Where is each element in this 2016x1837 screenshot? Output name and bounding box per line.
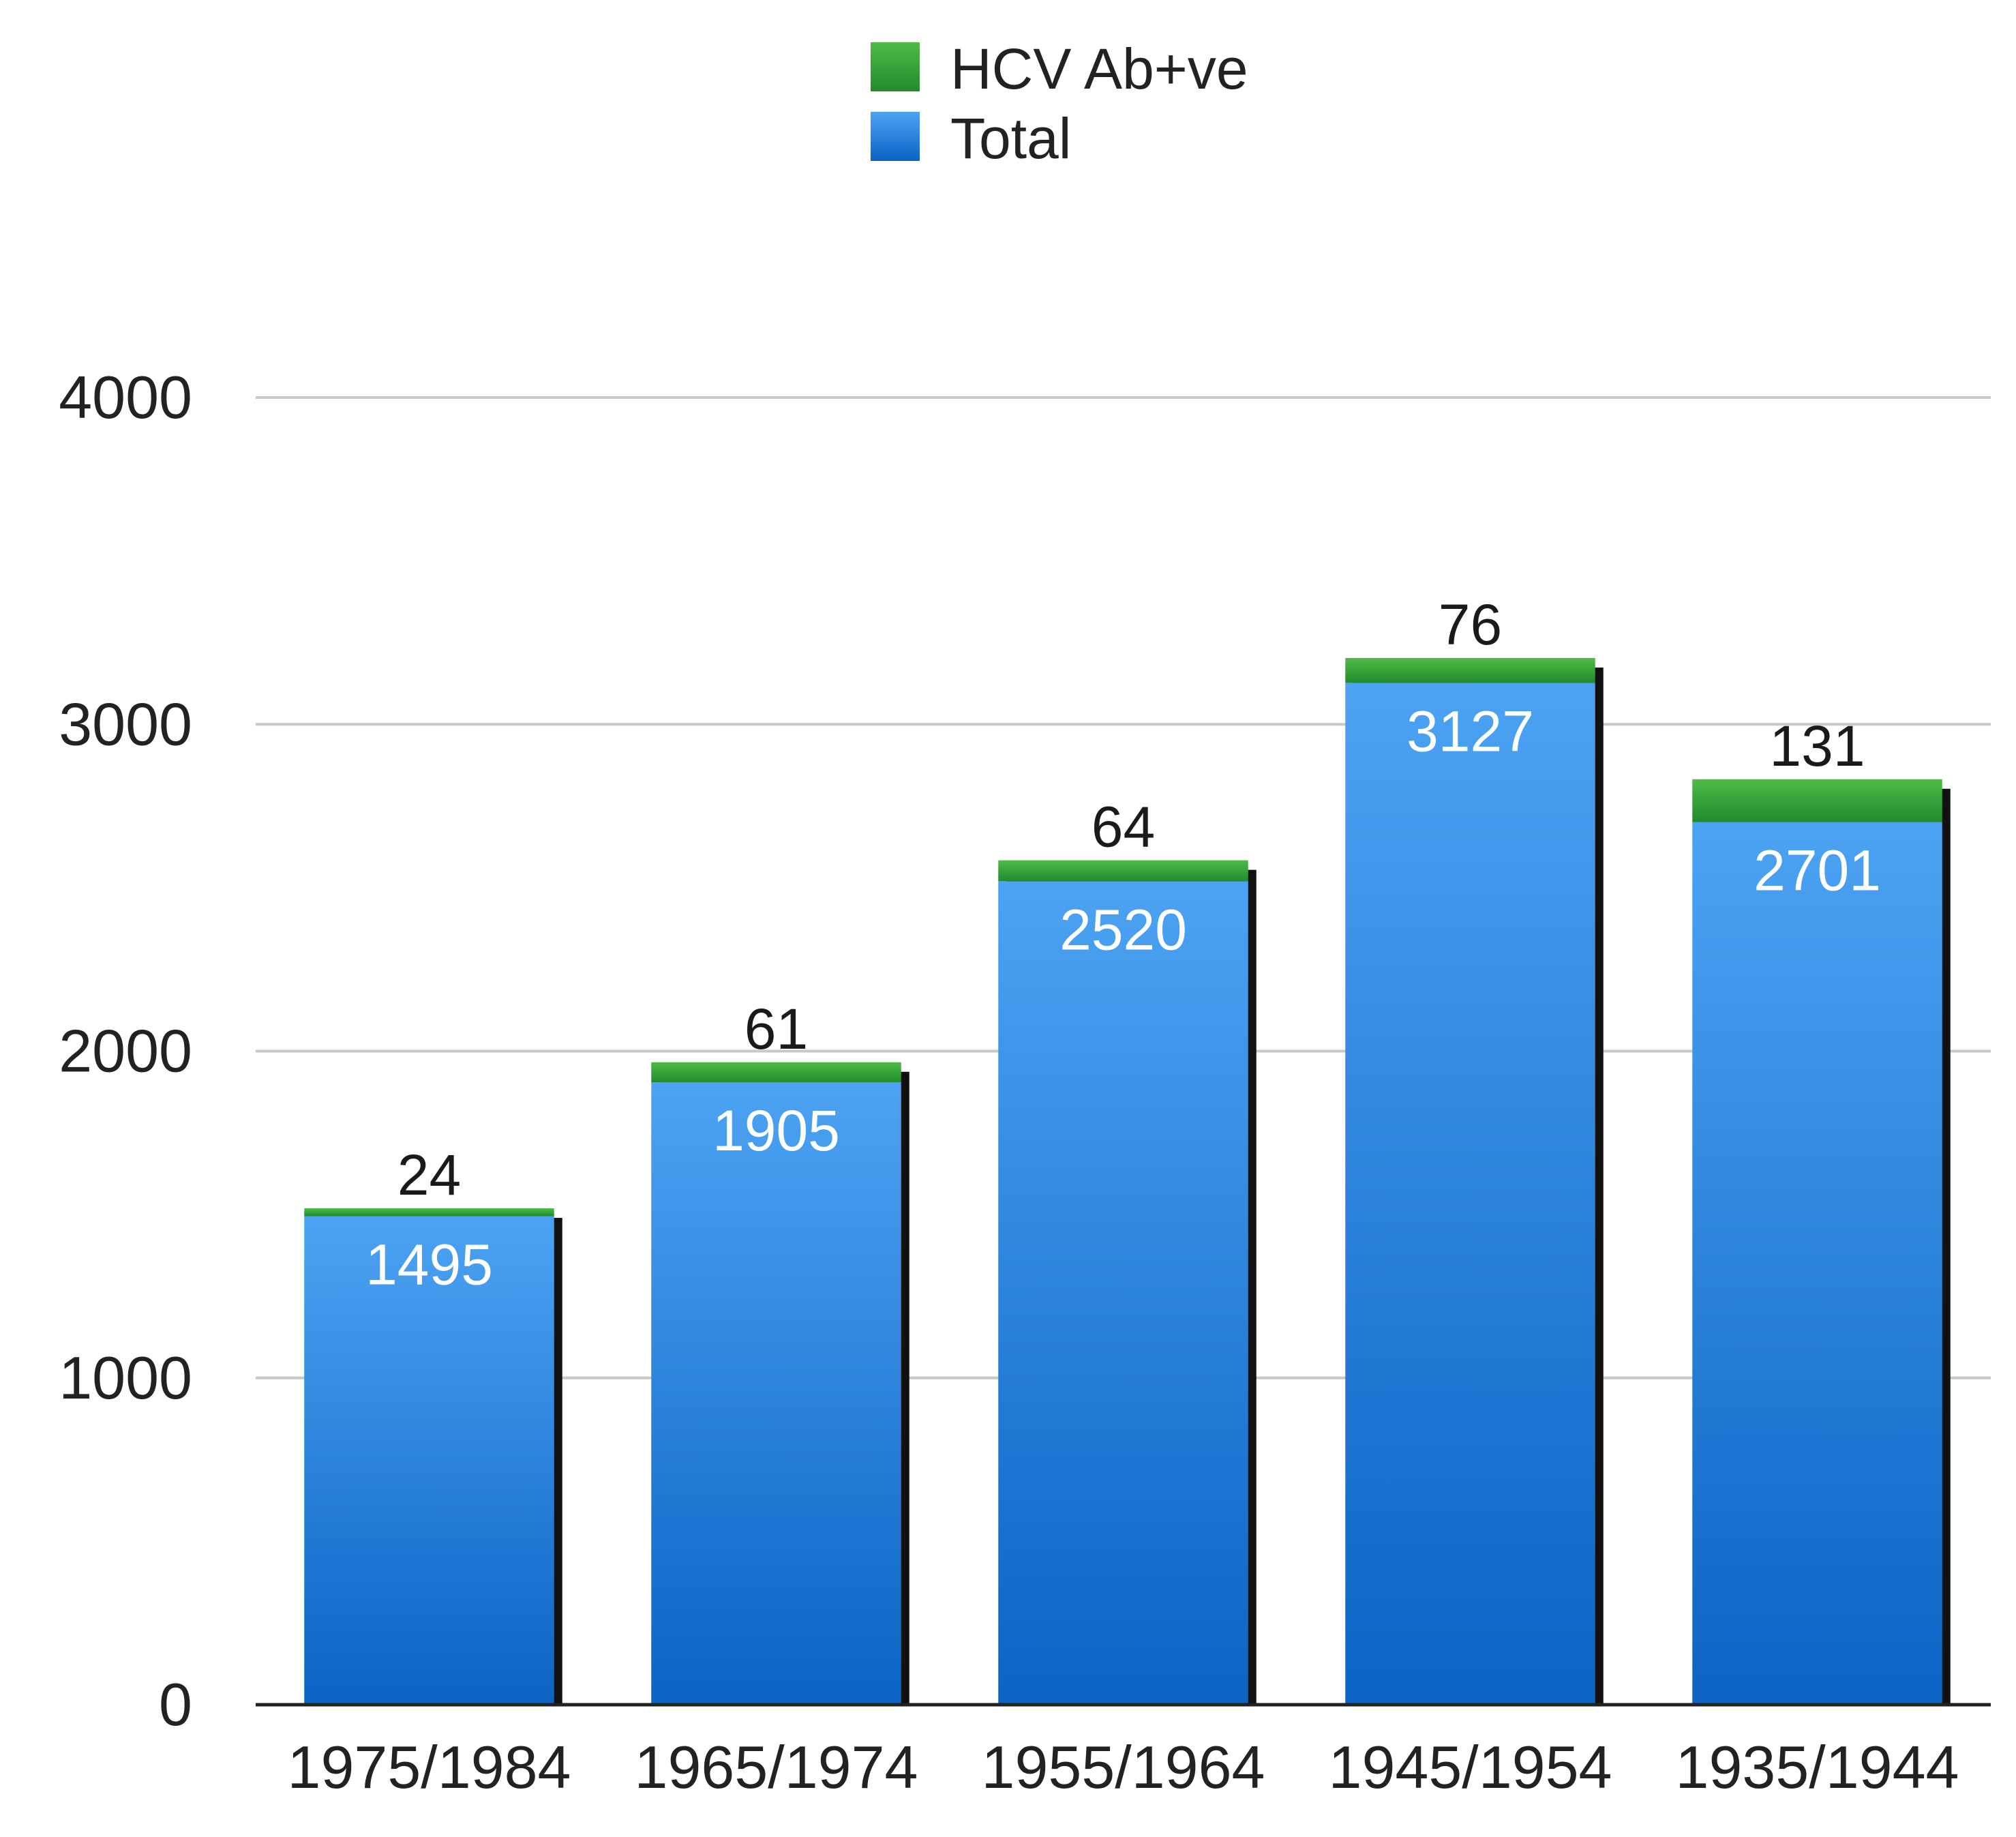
- bar-total: [1345, 683, 1595, 1705]
- data-label-hcv: 61: [744, 997, 808, 1061]
- x-axis: 1975/1984 1965/1974 1955/1964 1945/1954 1935…: [288, 1733, 1959, 1801]
- bar-total: [1692, 822, 1942, 1705]
- data-label-hcv: 64: [1092, 795, 1155, 859]
- bar-hcv: [651, 1062, 901, 1083]
- bar-total: [998, 881, 1248, 1705]
- legend-label-total: Total: [950, 106, 1071, 170]
- x-tick-label: 1975/1984: [288, 1733, 571, 1801]
- x-tick-label: 1945/1954: [1329, 1733, 1612, 1801]
- legend-swatch-total: [871, 112, 920, 161]
- bar-hcv: [304, 1208, 554, 1216]
- bar-hcv: [1345, 657, 1595, 683]
- data-label-hcv: 131: [1769, 714, 1865, 778]
- data-label-total: 1905: [712, 1099, 840, 1163]
- y-tick-label: 4000: [59, 363, 192, 431]
- legend-label-hcv: HCV Ab+ve: [950, 37, 1248, 101]
- x-tick-label: 1965/1974: [635, 1733, 918, 1801]
- bar-total: [304, 1216, 554, 1705]
- bar-total: [651, 1082, 901, 1705]
- data-labels: 24 1495 61 1905 64 2520 76 3127 131 2701: [365, 593, 1881, 1297]
- data-label-total: 1495: [365, 1233, 493, 1297]
- legend: HCV Ab+ve Total: [871, 37, 1248, 170]
- data-label-total: 2520: [1059, 897, 1187, 961]
- y-axis: 0 1000 2000 3000 4000: [59, 363, 192, 1738]
- data-label-hcv: 24: [397, 1143, 461, 1207]
- y-tick-label: 1000: [59, 1344, 192, 1412]
- bars: [304, 657, 1951, 1705]
- data-label-hcv: 76: [1439, 593, 1502, 657]
- legend-swatch-hcv: [871, 42, 920, 91]
- y-tick-label: 0: [159, 1671, 192, 1738]
- y-tick-label: 3000: [59, 690, 192, 758]
- data-label-total: 2701: [1754, 839, 1881, 903]
- bar-hcv: [1692, 779, 1942, 822]
- y-tick-label: 2000: [59, 1017, 192, 1085]
- x-tick-label: 1955/1964: [982, 1733, 1265, 1801]
- x-tick-label: 1935/1944: [1676, 1733, 1959, 1801]
- bar-hcv: [998, 860, 1248, 882]
- data-label-total: 3127: [1406, 699, 1534, 763]
